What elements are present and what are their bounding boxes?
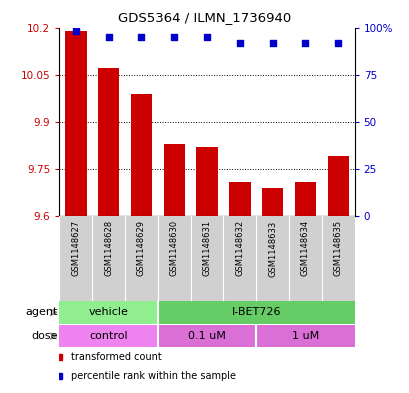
Bar: [163, 144, 184, 216]
Bar: [59, 301, 157, 324]
Bar: [130, 94, 152, 216]
Point: [105, 34, 112, 40]
Bar: [65, 31, 86, 216]
Bar: [223, 216, 256, 301]
Bar: [256, 216, 288, 301]
Bar: [157, 216, 190, 301]
Bar: [294, 182, 315, 216]
Text: 0.1 uM: 0.1 uM: [188, 331, 225, 341]
Text: GSM1148627: GSM1148627: [71, 220, 80, 277]
Point: [203, 34, 210, 40]
Text: GSM1148632: GSM1148632: [235, 220, 244, 277]
Text: GSM1148634: GSM1148634: [300, 220, 309, 277]
Bar: [59, 325, 157, 347]
Bar: [261, 188, 283, 216]
Point: [171, 34, 177, 40]
Bar: [157, 301, 354, 324]
Point: [334, 39, 341, 46]
Text: dose: dose: [31, 331, 57, 341]
Text: 1 uM: 1 uM: [291, 331, 318, 341]
Text: GSM1148628: GSM1148628: [104, 220, 113, 277]
Bar: [92, 216, 125, 301]
Bar: [321, 216, 354, 301]
Bar: [256, 325, 354, 347]
Bar: [59, 216, 92, 301]
Text: transformed count: transformed count: [71, 352, 162, 362]
Point: [138, 34, 144, 40]
Bar: [125, 216, 157, 301]
Text: GSM1148629: GSM1148629: [137, 220, 146, 276]
Bar: [196, 147, 217, 216]
Text: GSM1148631: GSM1148631: [202, 220, 211, 277]
Bar: [288, 216, 321, 301]
Text: percentile rank within the sample: percentile rank within the sample: [71, 371, 236, 381]
Bar: [229, 182, 250, 216]
Point: [301, 39, 308, 46]
Text: I-BET726: I-BET726: [231, 307, 280, 318]
Bar: [98, 68, 119, 216]
Point: [72, 28, 79, 35]
Text: control: control: [89, 331, 128, 341]
Bar: [327, 156, 348, 216]
Bar: [190, 216, 223, 301]
Point: [269, 39, 275, 46]
Text: GSM1148635: GSM1148635: [333, 220, 342, 277]
Text: agent: agent: [25, 307, 57, 318]
Bar: [157, 325, 256, 347]
Point: [236, 39, 243, 46]
Text: GSM1148633: GSM1148633: [267, 220, 276, 277]
Text: GDS5364 / ILMN_1736940: GDS5364 / ILMN_1736940: [118, 11, 291, 24]
Text: vehicle: vehicle: [88, 307, 128, 318]
Text: GSM1148630: GSM1148630: [169, 220, 178, 277]
